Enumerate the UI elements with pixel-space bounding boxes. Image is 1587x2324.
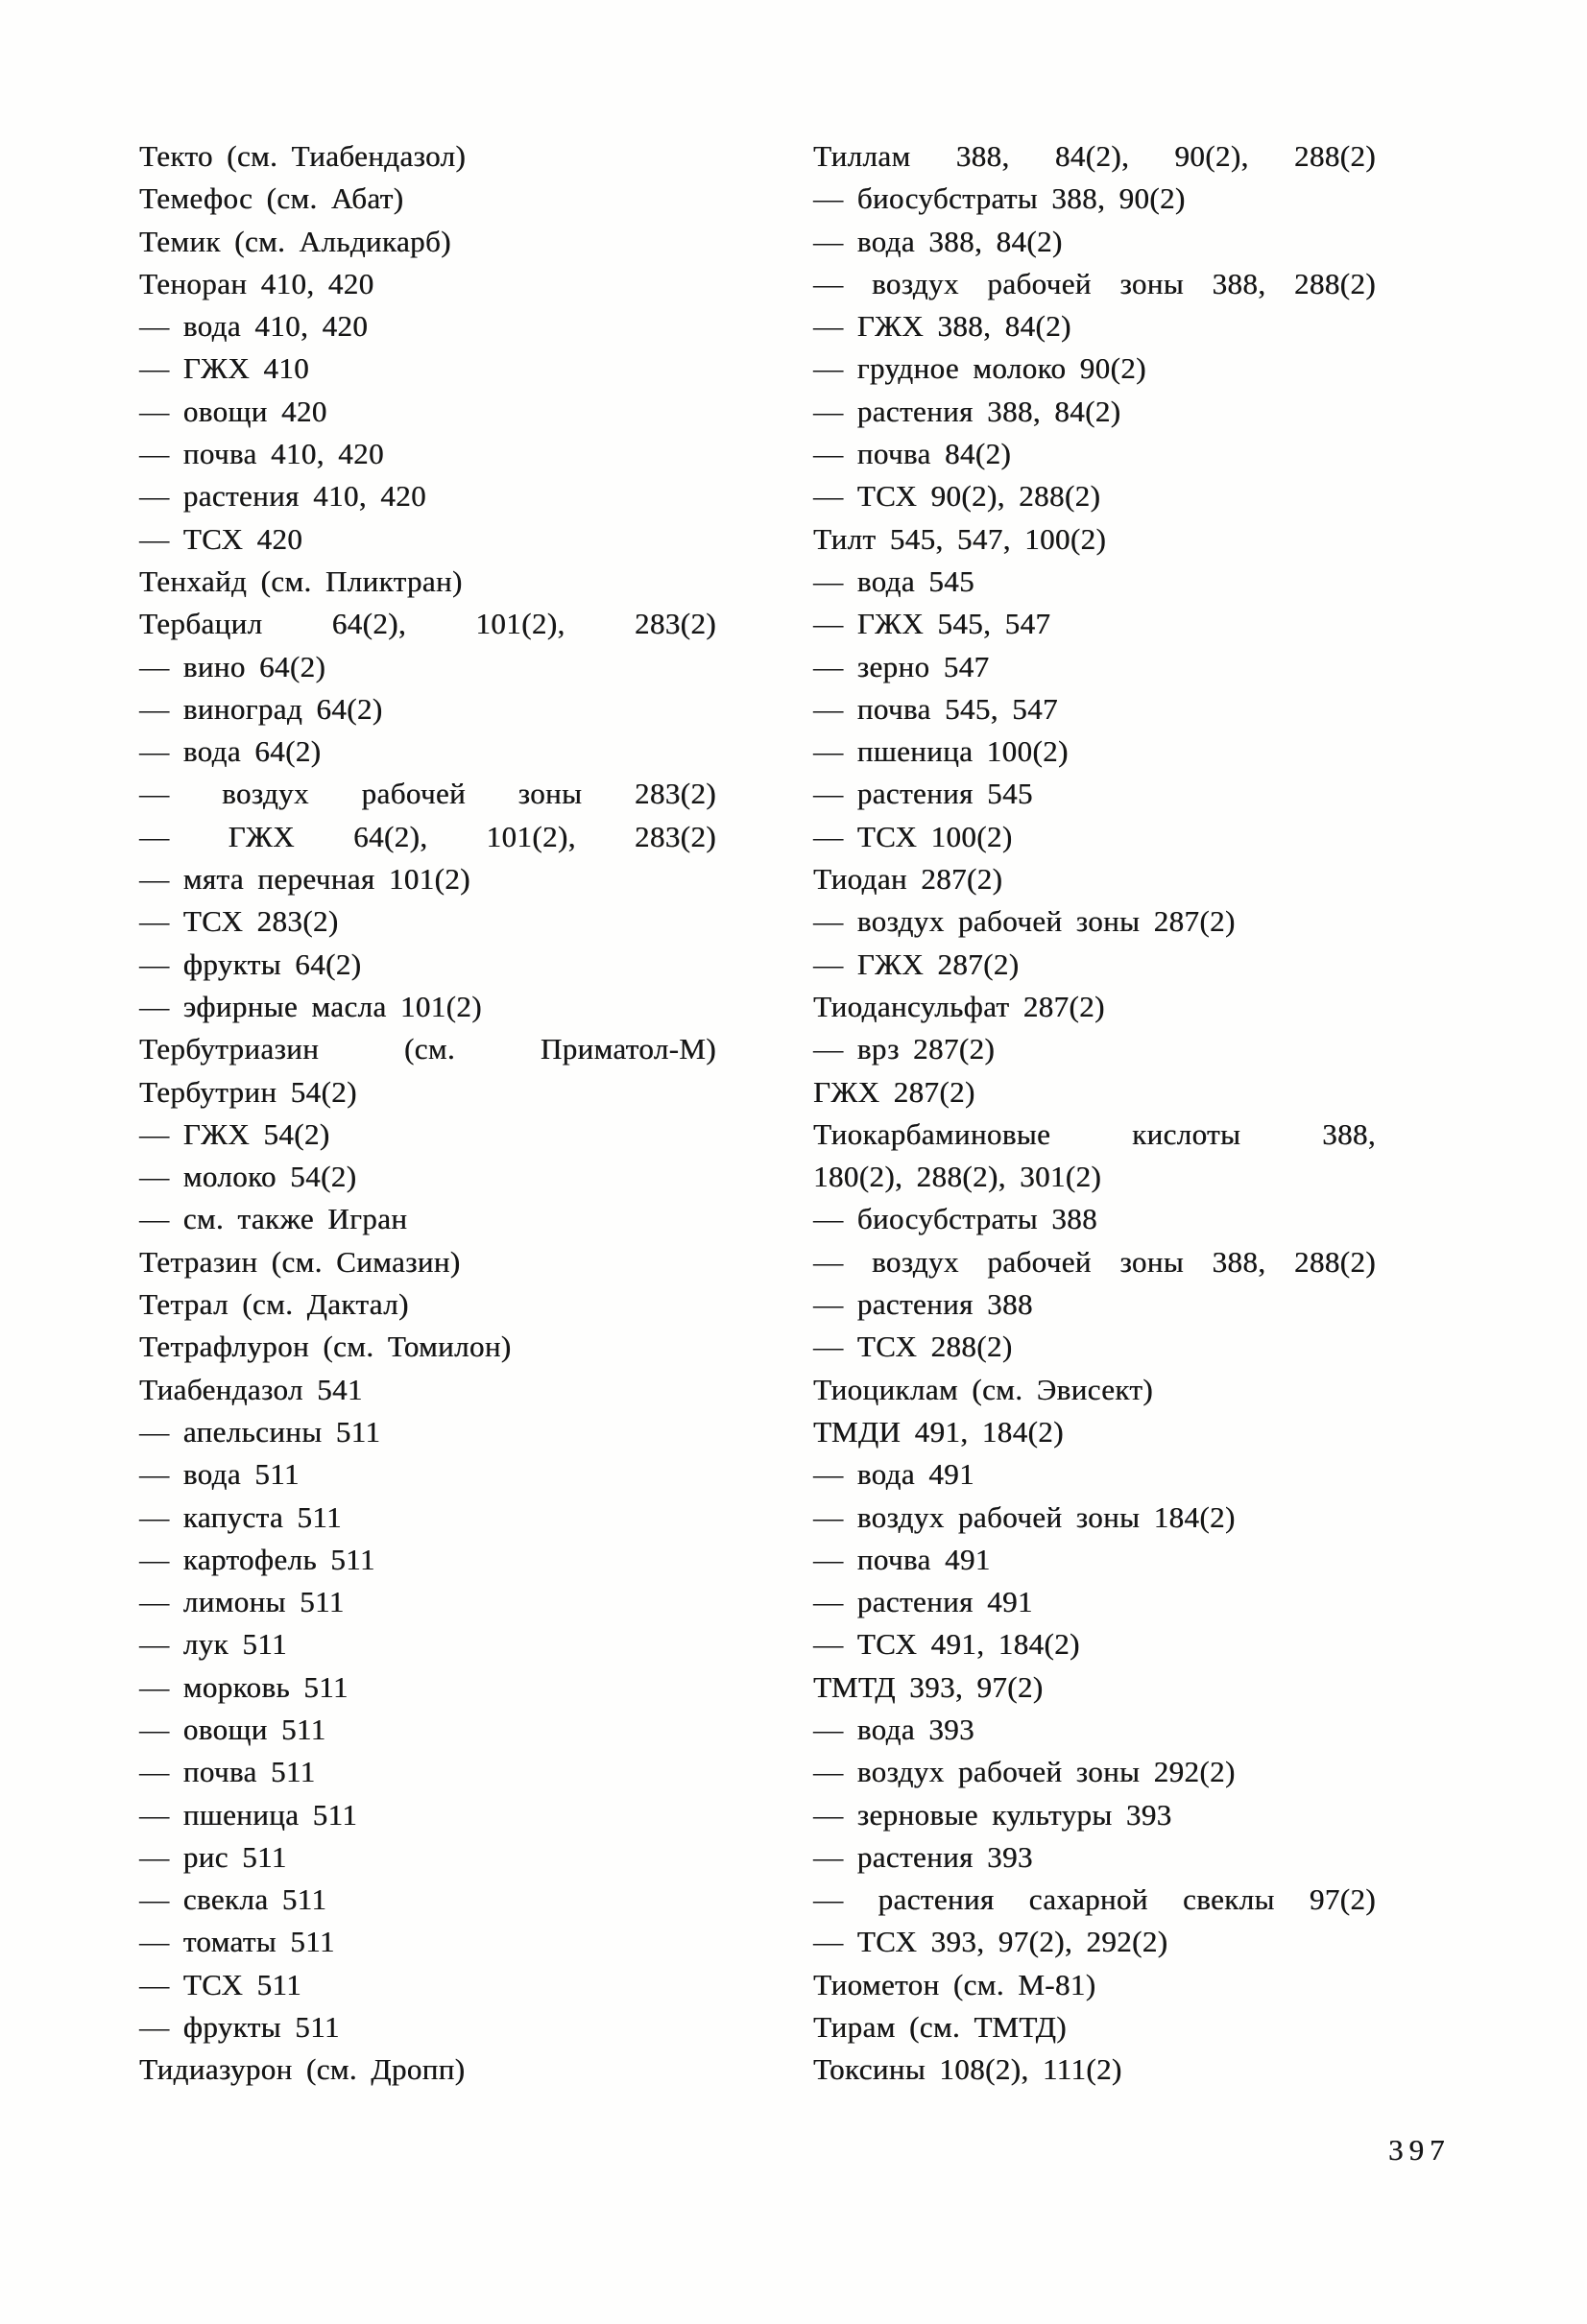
index-subentry-line: — овощи 511 [139, 1712, 326, 1746]
index-subentry-line: — морковь 511 [139, 1669, 349, 1704]
index-term-line: Тилт 545, 547, 100(2) [813, 521, 1107, 556]
index-subentry-line: — воздух рабочей зоны 283(2) [139, 777, 716, 811]
index-subentry-line: — ГЖХ 54(2) [139, 1116, 330, 1151]
index-subentry-line: — апельсины 511 [139, 1414, 381, 1449]
index-subentry-line: — грудное молоко 90(2) [813, 351, 1146, 386]
index-subentry-line: — воздух рабочей зоны 287(2) [813, 904, 1236, 939]
index-subentry-line: — ГЖХ 287(2) [813, 946, 1020, 981]
index-term-line: Теноран 410, 420 [139, 266, 374, 300]
index-term-line: Тиоциклам (см. Эвисект) [813, 1372, 1154, 1406]
index-subentry-line: — ГЖХ 64(2), 101(2), 283(2) [139, 819, 716, 853]
index-subentry-line: — лимоны 511 [139, 1585, 345, 1619]
index-subentry-line: — растения 388 [813, 1287, 1033, 1322]
index-subentry-line: — воздух рабочей зоны 388, 288(2) [813, 266, 1376, 300]
index-term-line: Тетразин (см. Симазин) [139, 1244, 461, 1279]
index-subentry-line: — свекла 511 [139, 1882, 327, 1917]
index-subentry-line: — ТСХ 491, 184(2) [813, 1627, 1080, 1662]
index-subentry-line: — вода 410, 420 [139, 309, 369, 344]
index-subentry-line: — ГЖХ 545, 547 [813, 607, 1051, 641]
index-subentry-line: — картофель 511 [139, 1542, 375, 1576]
index-column-right: Тиллам 388, 84(2), 90(2), 288(2) — биосуб… [813, 135, 1376, 2092]
index-term-line: Токсины 108(2), 111(2) [813, 2052, 1122, 2087]
index-term-line: Тиодан 287(2) [813, 862, 1003, 897]
index-subentry-line: — фрукты 511 [139, 2010, 340, 2045]
index-subentry-line: — зерновые культуры 393 [813, 1797, 1172, 1832]
index-subentry-line: — ТСХ 288(2) [813, 1330, 1013, 1364]
index-column-left: Текто (см. Тиабендазол) Темефос (см. Абат… [139, 135, 716, 2092]
index-subentry-line: — вода 491 [813, 1457, 974, 1492]
index-subentry-line: — растения 388, 84(2) [813, 394, 1121, 428]
index-subentry-line: — лук 511 [139, 1627, 287, 1662]
index-term-line: Тиллам 388, 84(2), 90(2), 288(2) [813, 139, 1376, 173]
index-subentry-line: — почва 84(2) [813, 437, 1012, 471]
index-subentry-line: — растения 491 [813, 1585, 1033, 1619]
index-term-line: Тирам (см. ТМТД) [813, 2010, 1067, 2045]
index-subentry-line: — овощи 420 [139, 394, 327, 428]
index-subentry-line: — ТСХ 420 [139, 521, 303, 556]
index-subentry-line: — томаты 511 [139, 1925, 335, 1959]
index-term-line: Тетрал (см. Дактал) [139, 1287, 409, 1322]
index-subentry-line: — виноград 64(2) [139, 691, 383, 726]
index-term-line: Тиометон (см. М-81) [813, 1967, 1096, 2001]
index-term-line: ТМТД 393, 97(2) [813, 1669, 1044, 1704]
index-term-line: Темефос (см. Абат) [139, 181, 404, 216]
index-subentry-line: — почва 545, 547 [813, 691, 1058, 726]
index-term-line: Тидиазурон (см. Дропп) [139, 2052, 466, 2087]
index-subentry-line: — пшеница 100(2) [813, 734, 1069, 769]
index-subentry-line: — почва 410, 420 [139, 437, 384, 471]
index-subentry-line: — вода 545 [813, 563, 974, 598]
index-subentry-line: — ГЖХ 388, 84(2) [813, 309, 1071, 344]
index-subentry-line: — ТСХ 283(2) [139, 904, 339, 939]
index-subentry-line: — растения 545 [813, 777, 1033, 811]
index-subentry-line: — ТСХ 511 [139, 1967, 302, 2001]
index-subentry-line: — воздух рабочей зоны 388, 288(2) [813, 1244, 1376, 1279]
index-term-line: Тиабендазол 541 [139, 1372, 363, 1406]
index-subentry-line: — см. также Игран [139, 1202, 408, 1236]
index-subentry-line: — врз 287(2) [813, 1032, 996, 1066]
index-term-line: ТМДИ 491, 184(2) [813, 1414, 1064, 1449]
index-term-line: 180(2), 288(2), 301(2) [813, 1160, 1102, 1194]
index-subentry-line: — капуста 511 [139, 1499, 342, 1534]
index-subentry-line: — ТСХ 100(2) [813, 819, 1013, 853]
index-subentry-line: — рис 511 [139, 1839, 287, 1874]
index-subentry-line: — растения 393 [813, 1839, 1033, 1874]
index-subentry-line: — почва 491 [813, 1542, 991, 1576]
index-term-line: Текто (см. Тиабендазол) [139, 139, 467, 173]
index-term-line: Темик (см. Альдикарб) [139, 224, 451, 258]
index-subentry-line: — вода 511 [139, 1457, 300, 1492]
index-subentry-line: — воздух рабочей зоны 292(2) [813, 1755, 1236, 1789]
index-term-line: Тенхайд (см. Пликтран) [139, 563, 463, 598]
index-term-line: ГЖХ 287(2) [813, 1074, 975, 1109]
index-term-line: Тетрафлурон (см. Томилон) [139, 1330, 512, 1364]
index-term-line: Тербутриазин (см. Приматол-М) [139, 1032, 716, 1066]
page-number: 397 [1388, 2133, 1451, 2167]
index-term-line: Тиокарбаминовые кислоты 388, [813, 1116, 1376, 1151]
index-subentry-line: — растения сахарной свеклы 97(2) [813, 1882, 1376, 1917]
index-term-line: Тербутрин 54(2) [139, 1074, 357, 1109]
index-subentry-line: — пшеница 511 [139, 1797, 358, 1832]
index-subentry-line: — зерно 547 [813, 649, 990, 683]
index-subentry-line: — вода 388, 84(2) [813, 224, 1063, 258]
index-subentry-line: — растения 410, 420 [139, 479, 426, 514]
index-term-line: Тербацил 64(2), 101(2), 283(2) [139, 607, 716, 641]
index-subentry-line: — биосубстраты 388 [813, 1202, 1097, 1236]
index-subentry-line: — воздух рабочей зоны 184(2) [813, 1499, 1236, 1534]
index-subentry-line: — эфирные масла 101(2) [139, 989, 482, 1023]
index-subentry-line: — ТСХ 90(2), 288(2) [813, 479, 1101, 514]
index-subentry-line: — молоко 54(2) [139, 1160, 357, 1194]
index-subentry-line: — мята перечная 101(2) [139, 862, 470, 897]
index-subentry-line: — почва 511 [139, 1755, 316, 1789]
index-subentry-line: — вино 64(2) [139, 649, 326, 683]
index-subentry-line: — биосубстраты 388, 90(2) [813, 181, 1186, 216]
index-subentry-line: — ГЖХ 410 [139, 351, 310, 386]
index-subentry-line: — вода 64(2) [139, 734, 322, 769]
index-subentry-line: — вода 393 [813, 1712, 974, 1746]
index-subentry-line: — фрукты 64(2) [139, 946, 362, 981]
index-term-line: Тиодансульфат 287(2) [813, 989, 1105, 1023]
index-subentry-line: — ТСХ 393, 97(2), 292(2) [813, 1925, 1168, 1959]
